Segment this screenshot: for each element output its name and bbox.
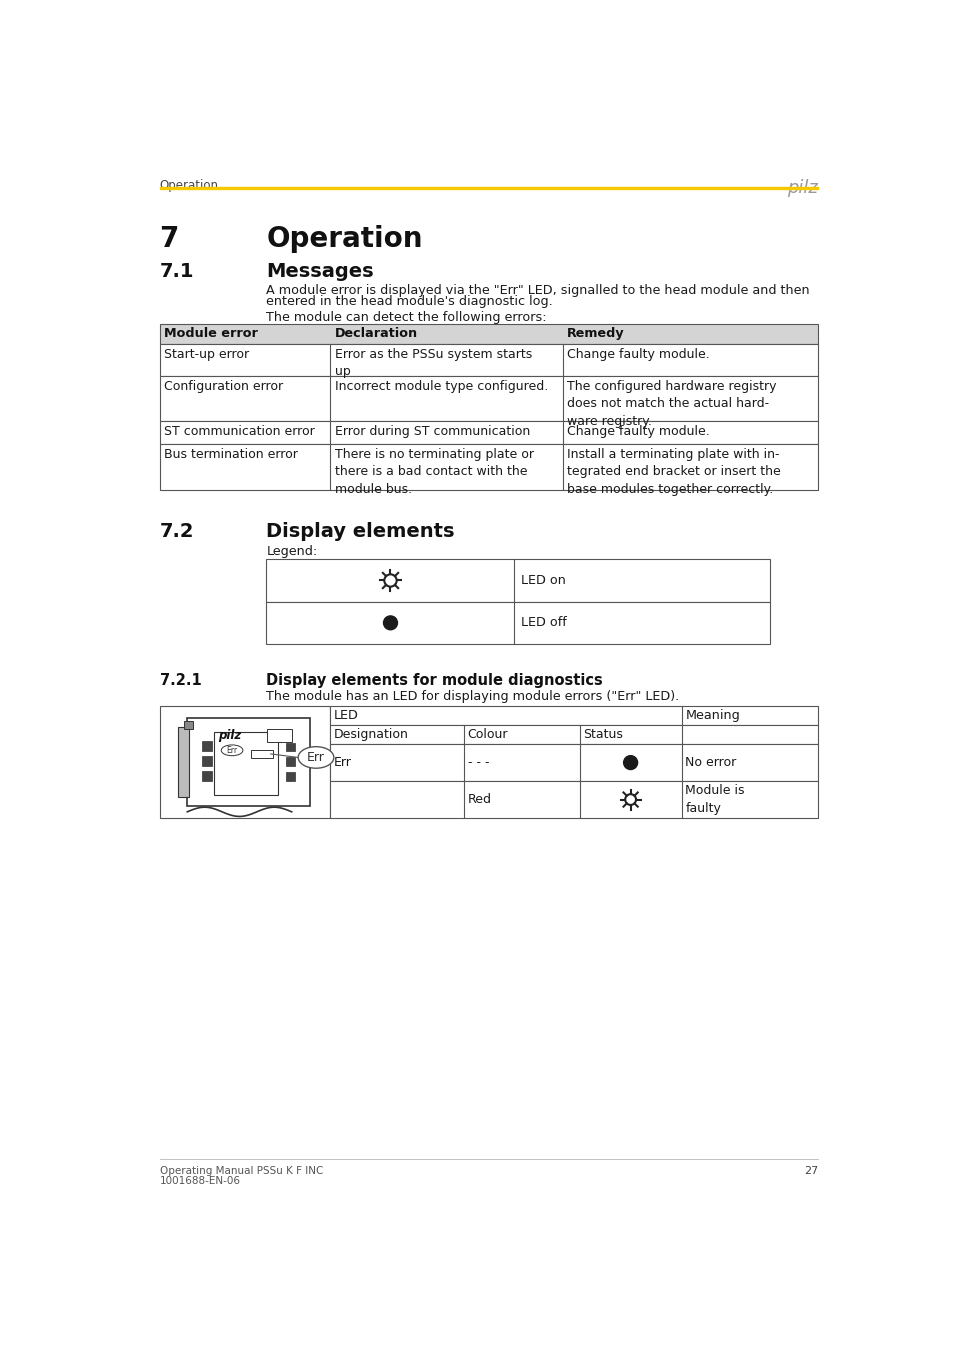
Circle shape bbox=[623, 756, 637, 770]
Text: Err: Err bbox=[307, 751, 325, 764]
Text: Err: Err bbox=[334, 756, 352, 770]
Text: Display elements: Display elements bbox=[266, 522, 455, 541]
Text: Operation: Operation bbox=[266, 225, 422, 254]
Text: Operating Manual PSSu K F INC: Operating Manual PSSu K F INC bbox=[159, 1166, 322, 1176]
Text: A module error is displayed via the "Err" LED, signalled to the head module and : A module error is displayed via the "Err… bbox=[266, 284, 809, 297]
Text: Declaration: Declaration bbox=[335, 327, 417, 340]
Bar bbox=[159, 421, 818, 444]
Bar bbox=[251, 749, 273, 759]
Text: Error during ST communication: Error during ST communication bbox=[335, 424, 530, 437]
Text: The configured hardware registry
does not match the actual hard-
ware registry.: The configured hardware registry does no… bbox=[567, 379, 776, 428]
Text: Legend:: Legend: bbox=[266, 545, 317, 559]
Text: 7.2: 7.2 bbox=[159, 522, 193, 541]
Text: pilz: pilz bbox=[786, 180, 818, 197]
Text: pilz: pilz bbox=[217, 729, 241, 741]
Text: LED: LED bbox=[334, 709, 358, 722]
Bar bbox=[330, 725, 818, 744]
Bar bbox=[159, 444, 818, 490]
Text: Status: Status bbox=[583, 728, 622, 741]
Bar bbox=[202, 741, 212, 752]
Circle shape bbox=[383, 616, 397, 630]
Text: Bus termination error: Bus termination error bbox=[164, 448, 297, 460]
Text: ST communication error: ST communication error bbox=[164, 424, 314, 437]
Text: entered in the head module's diagnostic log.: entered in the head module's diagnostic … bbox=[266, 296, 553, 308]
Text: LED off: LED off bbox=[520, 617, 566, 629]
Text: 1001688-EN-06: 1001688-EN-06 bbox=[159, 1176, 240, 1187]
Bar bbox=[214, 732, 278, 795]
Text: Install a terminating plate with in-
tegrated end bracket or insert the
base mod: Install a terminating plate with in- teg… bbox=[567, 448, 781, 495]
Bar bbox=[285, 743, 295, 752]
Text: 7.1: 7.1 bbox=[159, 262, 193, 281]
Text: Messages: Messages bbox=[266, 262, 374, 281]
Text: Module is
faulty: Module is faulty bbox=[685, 784, 744, 815]
Bar bbox=[285, 772, 295, 782]
Text: Colour: Colour bbox=[467, 728, 508, 741]
Bar bbox=[159, 188, 818, 189]
Text: 7: 7 bbox=[159, 225, 179, 254]
Text: 27: 27 bbox=[803, 1166, 818, 1176]
Text: Meaning: Meaning bbox=[685, 709, 740, 722]
Ellipse shape bbox=[221, 745, 243, 756]
Text: 7.2.1: 7.2.1 bbox=[159, 674, 201, 688]
Text: Operation: Operation bbox=[159, 180, 218, 192]
Text: Configuration error: Configuration error bbox=[164, 379, 283, 393]
Bar bbox=[159, 377, 818, 421]
Bar bbox=[202, 771, 212, 782]
Text: Incorrect module type configured.: Incorrect module type configured. bbox=[335, 379, 547, 393]
Bar bbox=[285, 757, 295, 767]
Text: Designation: Designation bbox=[334, 728, 409, 741]
Text: There is no terminating plate or
there is a bad contact with the
module bus.: There is no terminating plate or there i… bbox=[335, 448, 533, 495]
Bar bbox=[202, 756, 212, 767]
Bar bbox=[330, 706, 818, 725]
Bar bbox=[266, 559, 769, 602]
Text: Red: Red bbox=[467, 792, 491, 806]
Bar bbox=[330, 744, 818, 782]
Bar bbox=[267, 729, 292, 741]
Text: Err: Err bbox=[226, 745, 237, 755]
Bar bbox=[159, 706, 330, 818]
Bar bbox=[184, 721, 193, 729]
Bar bbox=[178, 726, 189, 796]
Text: The module has an LED for displaying module errors ("Err" LED).: The module has an LED for displaying mod… bbox=[266, 690, 679, 703]
Text: Start-up error: Start-up error bbox=[164, 347, 249, 360]
Bar bbox=[187, 718, 310, 806]
Text: Error as the PSSu system starts
up: Error as the PSSu system starts up bbox=[335, 347, 532, 378]
Text: The module can detect the following errors:: The module can detect the following erro… bbox=[266, 310, 547, 324]
Text: LED on: LED on bbox=[520, 574, 565, 587]
Bar bbox=[159, 324, 818, 344]
Text: No error: No error bbox=[685, 756, 736, 770]
Bar bbox=[330, 782, 818, 818]
Bar bbox=[266, 602, 769, 644]
Ellipse shape bbox=[298, 747, 334, 768]
Text: Change faulty module.: Change faulty module. bbox=[567, 347, 709, 360]
Bar bbox=[159, 344, 818, 377]
Text: Module error: Module error bbox=[164, 327, 258, 340]
Text: Change faulty module.: Change faulty module. bbox=[567, 424, 709, 437]
Text: Remedy: Remedy bbox=[567, 327, 624, 340]
Text: - - -: - - - bbox=[467, 756, 489, 770]
Text: Display elements for module diagnostics: Display elements for module diagnostics bbox=[266, 674, 602, 688]
